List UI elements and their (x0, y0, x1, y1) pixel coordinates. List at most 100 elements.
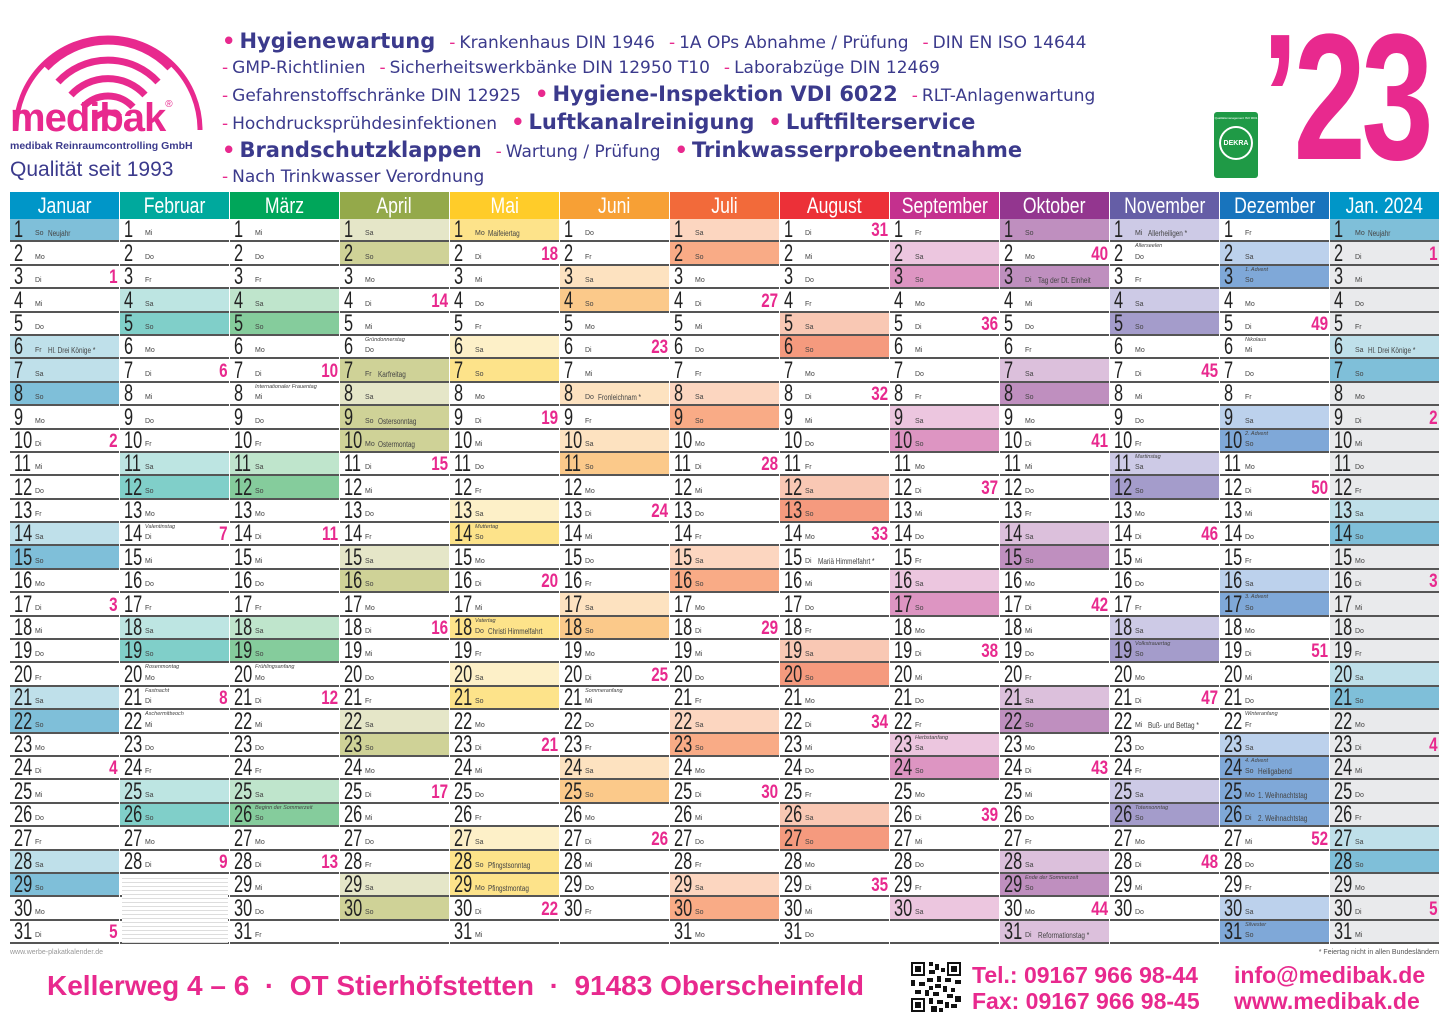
observance-note: Silvester (1245, 921, 1267, 928)
week-number: 21 (541, 734, 558, 756)
day-number: 2 (234, 239, 244, 267)
day-number: 10 (894, 426, 913, 454)
weekday-label: Do (475, 464, 484, 472)
day-number: 9 (1224, 403, 1234, 431)
day-cell: 28 Sa (1000, 849, 1109, 874)
weekday-label: Mo (475, 721, 485, 729)
weekday-label: Do (695, 511, 704, 519)
weekday-label: Sa (915, 581, 924, 589)
day-number: 21 (234, 684, 253, 712)
weekday-label: Di (695, 464, 702, 472)
day-number: 22 (564, 707, 583, 735)
week-number: 47 (1201, 688, 1218, 710)
day-number: 10 (124, 426, 143, 454)
day-cell: 24 Do (780, 754, 889, 782)
weekday-label: Sa (255, 300, 264, 308)
day-number: 24 (784, 754, 803, 782)
week-number: 20 (541, 571, 558, 593)
day-number: 28 (1334, 847, 1353, 875)
day-number: 14 (1004, 520, 1023, 548)
email-link[interactable]: info@medibak.de (1234, 962, 1426, 988)
day-cell: 18 Mi (1000, 616, 1109, 641)
holiday-label: 1. Weihnachtstag (1258, 790, 1308, 800)
month-name: Juli (711, 193, 738, 218)
day-cell: 25 Mo 1. Weihnachtstag (1220, 779, 1329, 804)
empty-cell (890, 921, 999, 945)
day-number: 9 (14, 403, 24, 431)
day-number: 1 (1334, 216, 1344, 244)
weekday-label: So (1025, 230, 1034, 238)
dash-icon: - (222, 86, 229, 106)
day-number: 21 (894, 684, 913, 712)
month-column: April 1 Sa 2 So 3 Mo 4 Di 14 5 Mi 6 Do Gründonnerstag 7… (340, 192, 449, 945)
day-number: 22 (1114, 707, 1133, 735)
day-number: 11 (124, 450, 141, 478)
day-cell: 3 Do (780, 265, 889, 290)
weekday-label: Mi (255, 885, 263, 893)
weekday-label: Mo (145, 511, 155, 519)
day-cell: 25 Mi (10, 779, 119, 804)
day-number: 30 (564, 894, 583, 922)
day-cell: 6 Mo (1110, 335, 1219, 360)
weekday-label: Mo (365, 768, 375, 776)
day-cell: 9 Sa (1220, 403, 1329, 431)
weekday-label: Sa (1135, 464, 1144, 472)
week-number: 25 (651, 664, 668, 686)
weekday-label: Di (145, 861, 152, 869)
weekday-label: Sa (585, 604, 594, 612)
day-cell: 13 Do (340, 499, 449, 524)
slogan-item: - DIN EN ISO 14644 (923, 32, 1087, 54)
day-cell: 9 Do (230, 405, 339, 430)
weekday-label: Fr (145, 277, 152, 285)
day-cell: 26 Mo (560, 803, 669, 828)
day-cell: 22 Mo (1330, 709, 1439, 734)
weekday-label: Mi (1135, 721, 1143, 729)
slogan-item: - Hochdrucksprühdesinfektionen (222, 113, 497, 135)
day-cell: 10 Mo (670, 428, 779, 453)
week-number: 5 (1429, 898, 1438, 920)
day-number: 12 (1004, 473, 1023, 501)
week-number: 22 (541, 898, 558, 920)
week-number: 42 (1091, 594, 1108, 616)
day-cell: 7 Fr Karfreitag (340, 358, 449, 383)
day-number: 29 (1004, 871, 1023, 899)
day-number: 26 (674, 801, 693, 829)
day-cell: 4 Mo (890, 288, 999, 313)
day-cell: 22 Mi Buß- und Bettag * (1110, 707, 1219, 735)
day-number: 25 (784, 777, 803, 805)
month-column: August 1 Di 31 2 Mi 3 Do 4 Fr 5 Sa 6 So 7 Mo 8 Di 32 9 Mi 10 D… (780, 192, 889, 945)
day-number: 29 (344, 871, 363, 899)
day-cell: 8 So (1000, 382, 1109, 407)
dekra-certificate-badge: Qualitätsmanagement ISO 9001 DEKRA (1214, 112, 1258, 178)
weekday-label: Fr (365, 698, 372, 706)
weekday-label: Di (1025, 932, 1032, 940)
day-number: 12 (14, 473, 33, 501)
day-number: 14 (1224, 520, 1243, 548)
weekday-label: Mo (1025, 908, 1035, 916)
day-number: 22 (674, 707, 693, 735)
weekday-label: Sa (1245, 581, 1254, 589)
day-number: 3 (124, 263, 134, 291)
holiday-label: Karfreitag (378, 369, 406, 379)
weekday-label: Mo (915, 628, 925, 636)
weekday-label: Mo (585, 815, 595, 823)
day-number: 8 (1334, 380, 1344, 408)
day-cell: 30 Sa (1220, 896, 1329, 921)
weekday-label: Sa (145, 628, 154, 636)
day-cell: 23 Sa (1220, 732, 1329, 757)
weekday-label: Sa (35, 534, 44, 542)
weekday-label: Fr (1355, 651, 1362, 659)
holiday-label: Mariä Himmelfahrt * (818, 556, 875, 566)
day-cell: 3 Di Tag der Dt. Einheit (1000, 265, 1109, 290)
website-link[interactable]: www.medibak.de (1234, 988, 1420, 1014)
day-number: 12 (1224, 473, 1243, 501)
weekday-label: Sa (1355, 674, 1364, 682)
weekday-label: So (1245, 277, 1254, 285)
day-number: 13 (1224, 497, 1243, 525)
day-cell: 8 Mo (450, 382, 559, 407)
holiday-label: Ostermontag (378, 439, 415, 449)
day-cell: 22 Sa (340, 709, 449, 734)
day-cell: 4 Mo (1220, 288, 1329, 313)
day-number: 9 (674, 403, 684, 431)
day-cell: 16 Do (230, 569, 339, 594)
